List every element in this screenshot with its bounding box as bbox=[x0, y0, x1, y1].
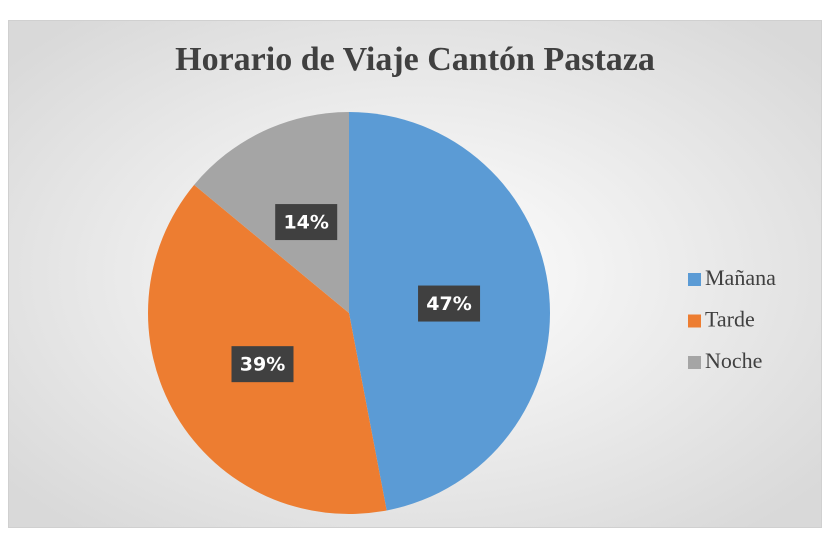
legend-swatch bbox=[688, 356, 701, 369]
legend-label: Mañana bbox=[705, 265, 776, 290]
value-label: 14% bbox=[283, 212, 328, 234]
legend-label: Tarde bbox=[705, 307, 755, 332]
value-label-box bbox=[275, 204, 338, 241]
value-label-box bbox=[418, 285, 481, 322]
chart-title: Horario de Viaje Cantón Pastaza bbox=[175, 41, 655, 78]
pie-slice bbox=[194, 112, 349, 313]
legend-label: Noche bbox=[705, 348, 762, 373]
legend-swatch bbox=[688, 273, 701, 286]
value-label: 47% bbox=[426, 293, 471, 315]
value-label: 39% bbox=[240, 354, 285, 376]
legend-swatch bbox=[688, 314, 701, 328]
value-label-box bbox=[231, 346, 294, 383]
